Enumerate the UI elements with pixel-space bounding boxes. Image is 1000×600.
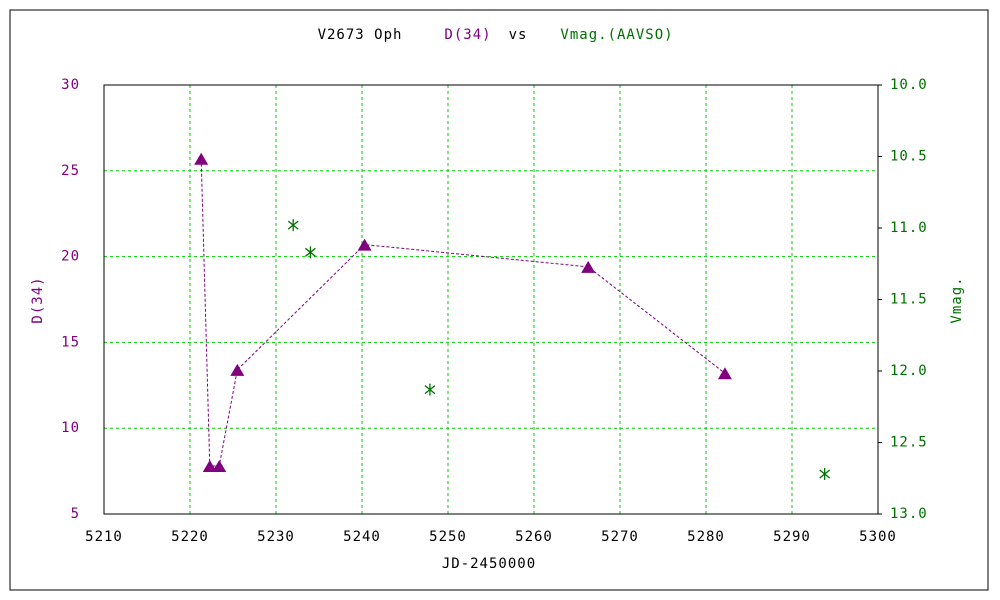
y-tick-label: 20 [61,249,80,265]
triangle-marker [357,238,372,251]
y2-tick-label: 10.0 [890,77,928,93]
plot-area [103,84,879,515]
star-marker [287,219,299,232]
y2-tick-label: 11.0 [890,220,928,236]
title-series: Vmag.(AAVSO) [560,27,673,43]
x-tick-label: 5250 [429,529,467,545]
x-tick-label: 5210 [85,529,123,545]
x-tick-label: 5240 [343,529,381,545]
star-marker [304,246,316,259]
star-stroke [819,469,831,479]
triangle-marker [212,459,227,472]
y2-tick-label: 13.0 [890,506,928,522]
y2-tick-label: 10.5 [890,149,928,165]
x-tick-label: 5220 [171,529,209,545]
y2-tick-label: 12.0 [890,363,928,379]
y-axis-label: D(34) [30,276,46,323]
x-tick-label: 5230 [257,529,295,545]
triangle-marker [230,363,245,376]
star-stroke [287,220,299,230]
triangle-marker [194,152,209,165]
star-stroke [304,247,316,257]
chart-title: V2673 Oph [318,27,403,43]
x-tick-label: 5300 [859,529,897,545]
star-marker [424,383,436,396]
y2-tick-label: 11.5 [890,292,928,308]
star-marker [819,467,831,480]
x-axis-label: JD-2450000 [442,556,536,572]
y2-tick-label: 12.5 [890,435,928,451]
y-tick-label: 10 [61,420,80,436]
x-tick-label: 5260 [515,529,553,545]
title-separator: vs [509,27,528,43]
y-tick-label: 5 [71,506,80,522]
x-tick-label: 5270 [601,529,639,545]
triangle-marker [717,367,732,380]
y-tick-label: 25 [61,163,80,179]
x-tick-label: 5280 [687,529,725,545]
triangle-marker [581,260,596,273]
frame [9,9,989,591]
y2-axis-label: Vmag. [949,276,965,323]
triangle-marker [202,459,217,472]
y-tick-label: 30 [61,77,80,93]
title-series: D(34) [444,27,491,43]
y-tick-label: 15 [61,334,80,350]
x-tick-label: 5290 [773,529,811,545]
star-stroke [424,385,436,395]
